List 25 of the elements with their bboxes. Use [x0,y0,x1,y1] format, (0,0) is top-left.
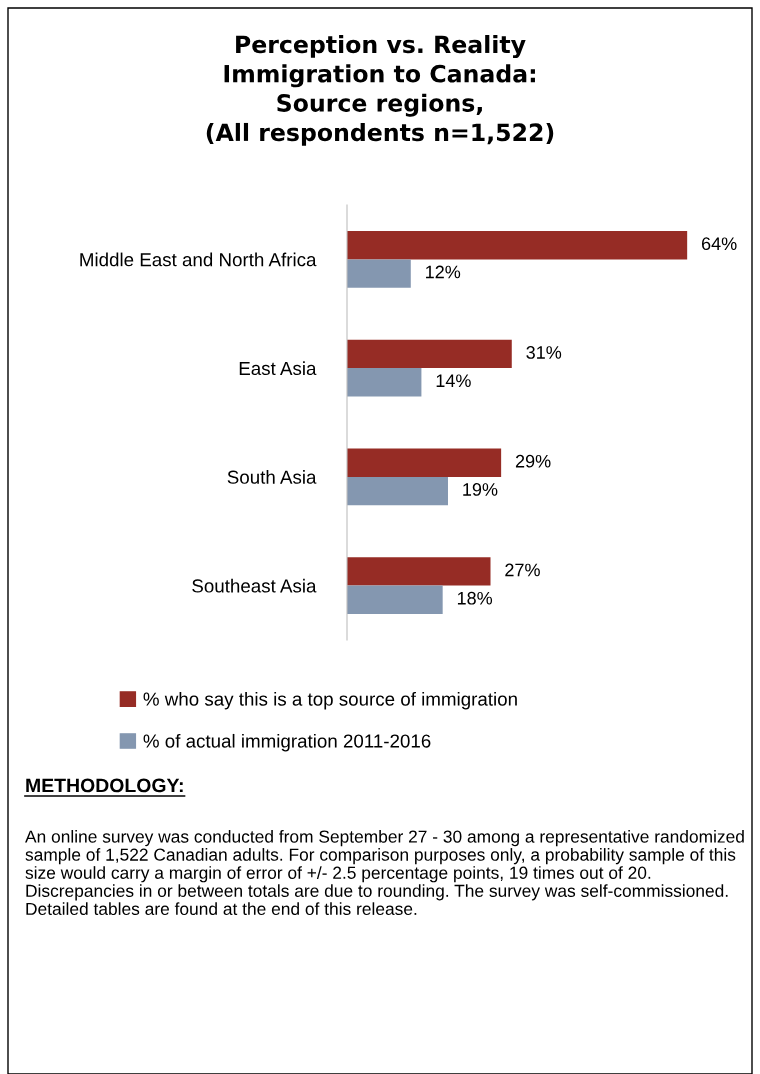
data-label: 64% [701,237,737,251]
text: METHODOLOGY: [26,778,183,793]
y-tick-label: Middle East and North Africa [80,252,317,267]
bar [347,368,422,397]
data-label: 31% [526,346,562,359]
data-label: 18% [457,591,493,605]
text: An online survey was conducted from September 27 - 30 among a representative randomized sample of 1,522 Canadian adults. For comparison purposes only, a probability sample of this size would carry a margin of error of +/- 2.5 percentage points, 19 times out of 20. Discrepancies in or between totals are due to rounding. The survey was self-commissioned. Detailed tables are found at the end of this release. [25,830,744,916]
bar [347,557,491,586]
legend-label: % who say this is a top source of immigration [143,691,517,710]
data-label: 12% [426,265,461,279]
bar [347,448,502,477]
data-label: 14% [436,374,471,388]
data-label: 29% [515,454,551,468]
bar [347,585,443,614]
bar [347,339,512,369]
y-tick-label: East Asia [239,361,317,376]
chart-title: Perception vs. Reality Immigration to Canada: Source regions, (All respondents n=1,522) [206,35,554,146]
bar [347,231,688,260]
bar [347,476,448,506]
y-tick-label: South Asia [227,470,317,484]
data-label: 19% [463,483,498,496]
bar [347,259,411,288]
y-tick-label: Southeast Asia [192,578,317,593]
legend-label: % of actual immigration 2011-2016 [143,733,431,752]
data-label: 27% [505,563,540,577]
